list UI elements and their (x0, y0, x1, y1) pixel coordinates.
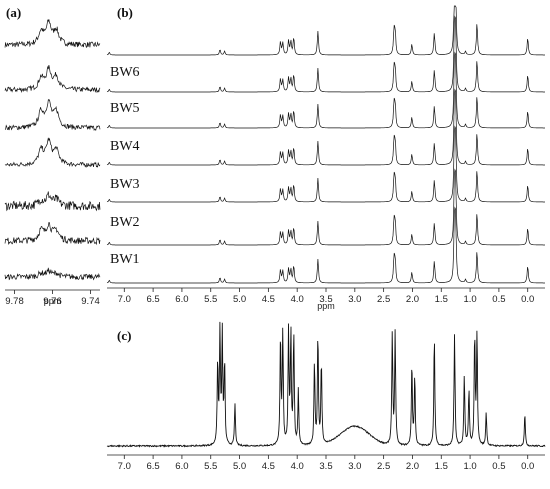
panel-c-trace (106, 321, 546, 448)
panel-b-x-tick-label: 4.5 (262, 294, 275, 305)
panel-b-x-tick-label: 6.5 (146, 294, 159, 305)
panel-b-x-tick-label: 3.5 (319, 294, 332, 305)
panel-c-x-tick-label: 2.0 (406, 461, 419, 472)
panel-c-spectrum: 7.0 6.5 6.0 5.5 5.0 4.5 4.0 3.5 3.0 2.5 2.0 1.5 1.0 0… (106, 321, 546, 472)
panel-c-x-tick-label: 5.0 (233, 461, 246, 472)
panel-a-trace (4, 19, 101, 48)
panel-b-x-tick-label: 3.0 (348, 294, 361, 305)
panel-c-x-tick-label: 6.0 (175, 461, 188, 472)
panel-c-x-tick-label: 2.5 (377, 461, 390, 472)
panel-c-x-tick-label: 1.5 (435, 461, 448, 472)
panel-b-x-tick-label: 5.5 (204, 294, 217, 305)
panel-b-x-tick-label: 2.0 (406, 294, 419, 305)
panel-b-x-tick-label: 2.5 (377, 294, 390, 305)
panel-a-x-tick-label: 9.76 (43, 296, 62, 307)
panel-b-x-tick-label: 7.0 (118, 294, 131, 305)
panel-b-trace (106, 5, 545, 56)
panel-b-x-tick-label: 1.5 (435, 294, 448, 305)
panel-b-trace (106, 206, 545, 284)
panel-a-trace (4, 98, 101, 132)
panel-b-x-tick-label: 1.0 (463, 294, 476, 305)
panel-a-trace (4, 137, 101, 168)
sample-label-bw1: BW1 (110, 252, 140, 267)
panel-c-x-tick-label: 1.0 (463, 461, 476, 472)
panel-c-x-tick-label: 4.0 (291, 461, 304, 472)
sample-label-bw3: BW3 (110, 177, 140, 192)
panel-b-label: (b) (117, 5, 133, 20)
panel-a-x-tick-label: 9.78 (5, 296, 24, 307)
sample-label-bw6: BW6 (110, 65, 140, 80)
panel-a-trace (4, 222, 101, 246)
sample-label-bw4: BW4 (110, 139, 140, 154)
panel-b-trace (106, 168, 545, 246)
panel-b-trace (106, 15, 545, 93)
panel-c-x-tick-label: 5.5 (204, 461, 217, 472)
panel-b-trace (106, 125, 545, 203)
panel-b-trace (106, 51, 545, 129)
panel-c-x-tick-label: 0.0 (521, 461, 534, 472)
panel-b-x-tick-label: 0.5 (492, 294, 505, 305)
panel-c-x-tick-label: 7.0 (118, 461, 131, 472)
panel-b-spectra: 7.0 6.5 6.0 5.5 5.0 4.5 4.0 3.5 3.0 2.5 2.0 1.5 1.0 0… (106, 5, 545, 311)
panel-a-x-tick-label: 9.74 (81, 296, 100, 307)
panel-b-x-tick-label: 4.0 (291, 294, 304, 305)
panel-b-x-tick-label: 6.0 (175, 294, 188, 305)
panel-b-trace (106, 88, 545, 166)
panel-b-x-tick-label: 5.0 (233, 294, 246, 305)
panel-c-x-tick-label: 3.0 (348, 461, 361, 472)
panel-a-trace (4, 65, 101, 94)
sample-label-bw2: BW2 (110, 215, 140, 230)
panel-a-label: (a) (6, 5, 21, 20)
panel-c-x-tick-label: 4.5 (262, 461, 275, 472)
panel-a-x-axis-title: ppm (44, 296, 62, 306)
panel-a-spectra: 9.78 9.76 9.74 ppm (4, 19, 101, 307)
panel-c-x-tick-label: 6.5 (146, 461, 159, 472)
panel-b-x-tick-label: 0.0 (521, 294, 534, 305)
panel-c-x-tick-label: 3.5 (319, 461, 332, 472)
panel-c-x-tick-label: 0.5 (492, 461, 505, 472)
sample-label-bw5: BW5 (110, 101, 140, 116)
panel-a-trace (4, 267, 101, 281)
panel-c-label: (c) (117, 328, 131, 343)
panel-b-x-axis-title: ppm (317, 301, 335, 311)
panel-a-trace (4, 191, 101, 212)
